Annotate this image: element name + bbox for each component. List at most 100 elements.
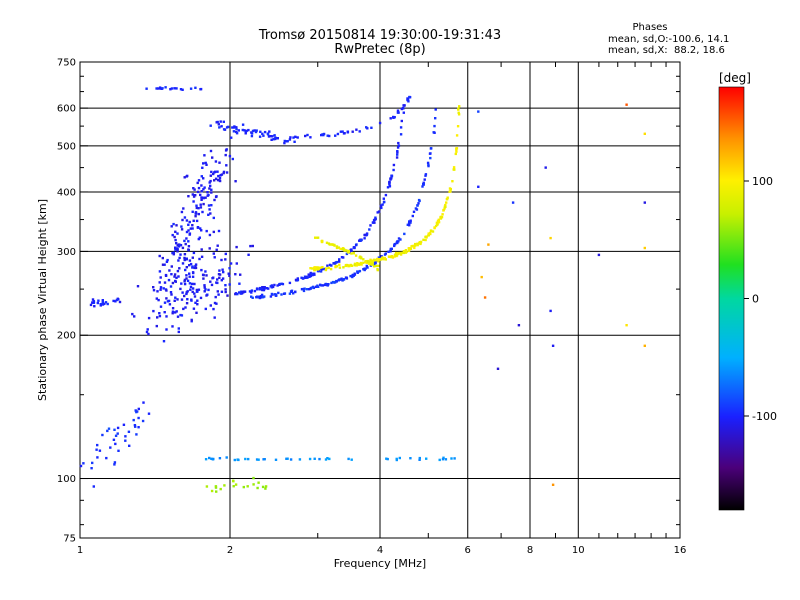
data-point bbox=[177, 275, 180, 278]
data-point bbox=[363, 237, 366, 240]
data-point bbox=[353, 263, 356, 267]
data-point bbox=[191, 287, 195, 290]
data-point bbox=[391, 256, 395, 259]
data-point bbox=[306, 133, 309, 137]
data-point bbox=[176, 269, 180, 273]
data-point bbox=[225, 164, 228, 167]
data-point bbox=[105, 456, 108, 460]
data-point bbox=[188, 220, 191, 224]
data-point bbox=[330, 281, 333, 285]
data-point bbox=[198, 257, 201, 261]
data-point bbox=[389, 250, 392, 253]
data-point bbox=[192, 195, 196, 198]
data-point bbox=[228, 283, 231, 286]
data-point bbox=[79, 464, 83, 468]
data-point bbox=[368, 228, 371, 231]
data-point bbox=[175, 276, 178, 279]
data-point bbox=[174, 246, 177, 249]
data-point bbox=[193, 295, 197, 298]
data-point bbox=[176, 232, 179, 235]
data-point bbox=[397, 252, 401, 255]
data-point bbox=[220, 258, 223, 262]
data-point bbox=[96, 301, 99, 305]
data-point bbox=[250, 291, 253, 294]
data-point bbox=[232, 485, 235, 488]
data-point bbox=[416, 242, 419, 245]
data-point bbox=[213, 256, 216, 259]
data-point bbox=[353, 246, 356, 250]
data-point bbox=[232, 126, 236, 129]
data-point bbox=[544, 166, 547, 169]
data-point bbox=[141, 419, 145, 423]
data-point bbox=[643, 132, 646, 135]
data-point bbox=[322, 132, 326, 136]
data-point bbox=[339, 247, 342, 250]
data-point bbox=[181, 262, 185, 265]
data-point bbox=[177, 259, 180, 262]
data-point bbox=[431, 230, 435, 233]
data-point bbox=[170, 265, 173, 268]
data-point bbox=[222, 128, 226, 131]
data-point bbox=[202, 196, 205, 200]
data-point bbox=[191, 224, 194, 227]
data-point bbox=[192, 219, 195, 222]
data-point bbox=[189, 227, 192, 230]
data-point bbox=[164, 273, 168, 277]
data-point bbox=[176, 298, 179, 301]
data-point bbox=[338, 266, 342, 269]
data-point bbox=[97, 299, 100, 302]
data-point bbox=[217, 123, 220, 126]
data-point bbox=[443, 207, 446, 210]
data-point bbox=[241, 123, 245, 126]
data-point bbox=[448, 187, 452, 190]
data-point bbox=[285, 457, 288, 460]
data-point bbox=[362, 261, 365, 264]
data-point bbox=[429, 152, 432, 155]
data-point bbox=[438, 458, 441, 462]
data-point bbox=[199, 87, 203, 91]
data-point bbox=[201, 273, 205, 276]
data-point bbox=[239, 273, 242, 276]
data-point bbox=[207, 204, 211, 207]
data-point bbox=[218, 126, 221, 129]
data-point bbox=[244, 457, 247, 461]
data-point bbox=[169, 291, 173, 294]
data-point bbox=[342, 266, 345, 269]
data-point bbox=[161, 263, 165, 266]
data-point bbox=[246, 485, 249, 488]
data-point bbox=[358, 269, 362, 273]
data-point bbox=[625, 324, 628, 327]
data-point bbox=[136, 410, 139, 413]
data-point bbox=[93, 305, 96, 308]
data-point bbox=[207, 288, 210, 292]
data-point bbox=[294, 290, 297, 293]
data-point bbox=[183, 278, 187, 282]
data-point bbox=[327, 266, 330, 270]
data-point bbox=[259, 130, 262, 133]
x-tick-label: 6 bbox=[465, 545, 471, 556]
data-point bbox=[257, 458, 260, 461]
data-point bbox=[255, 288, 259, 291]
chart-title: Tromsø 20150814 19:30:00-19:31:43 bbox=[258, 28, 502, 43]
data-point bbox=[210, 489, 214, 493]
data-point bbox=[224, 290, 227, 294]
data-point bbox=[225, 456, 228, 459]
data-point bbox=[114, 434, 118, 437]
data-point bbox=[385, 457, 388, 460]
data-point bbox=[308, 274, 311, 277]
data-point bbox=[262, 288, 265, 291]
data-point bbox=[236, 292, 239, 296]
data-point bbox=[114, 442, 117, 446]
data-point bbox=[173, 275, 176, 278]
data-point bbox=[551, 483, 555, 486]
data-point bbox=[112, 438, 116, 441]
data-point bbox=[457, 113, 461, 116]
data-point bbox=[265, 287, 268, 290]
data-point bbox=[152, 289, 156, 292]
data-point bbox=[183, 282, 187, 286]
data-point bbox=[180, 210, 184, 214]
data-point bbox=[214, 486, 218, 489]
data-point bbox=[424, 174, 427, 177]
data-point bbox=[406, 97, 409, 100]
data-point bbox=[142, 401, 145, 404]
